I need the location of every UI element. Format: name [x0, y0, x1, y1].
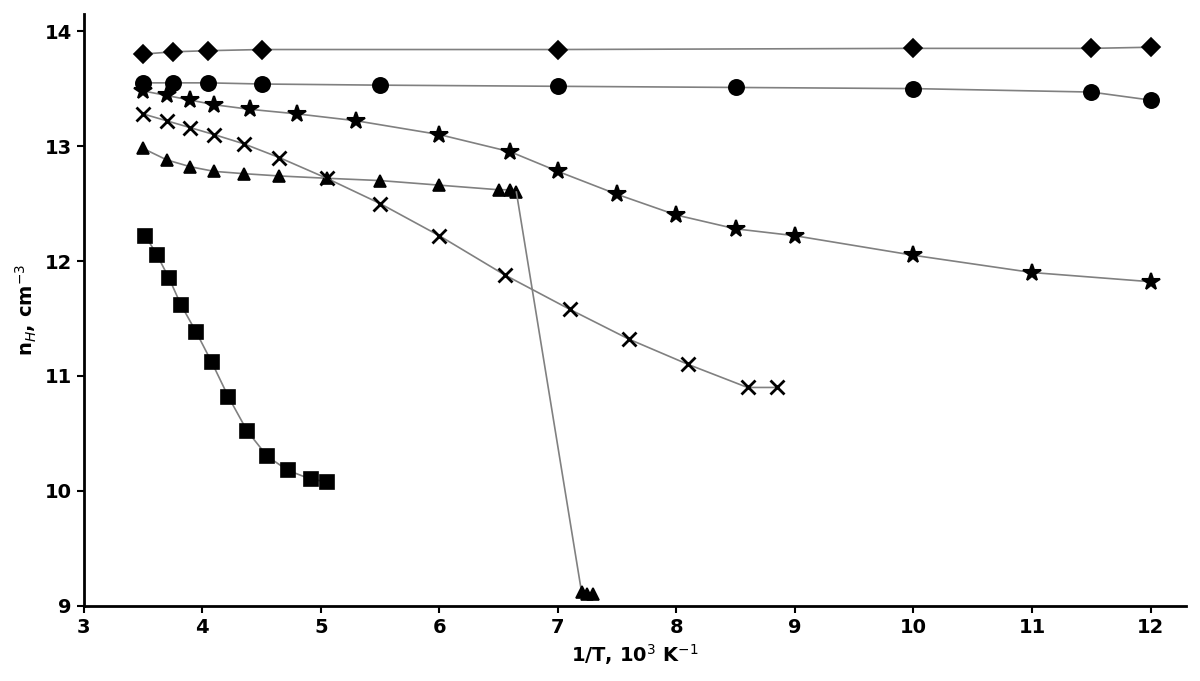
- Y-axis label: n$_H$, cm$^{-3}$: n$_H$, cm$^{-3}$: [14, 264, 40, 356]
- X-axis label: 1/T, 10$^3$ K$^{-1}$: 1/T, 10$^3$ K$^{-1}$: [571, 642, 698, 667]
